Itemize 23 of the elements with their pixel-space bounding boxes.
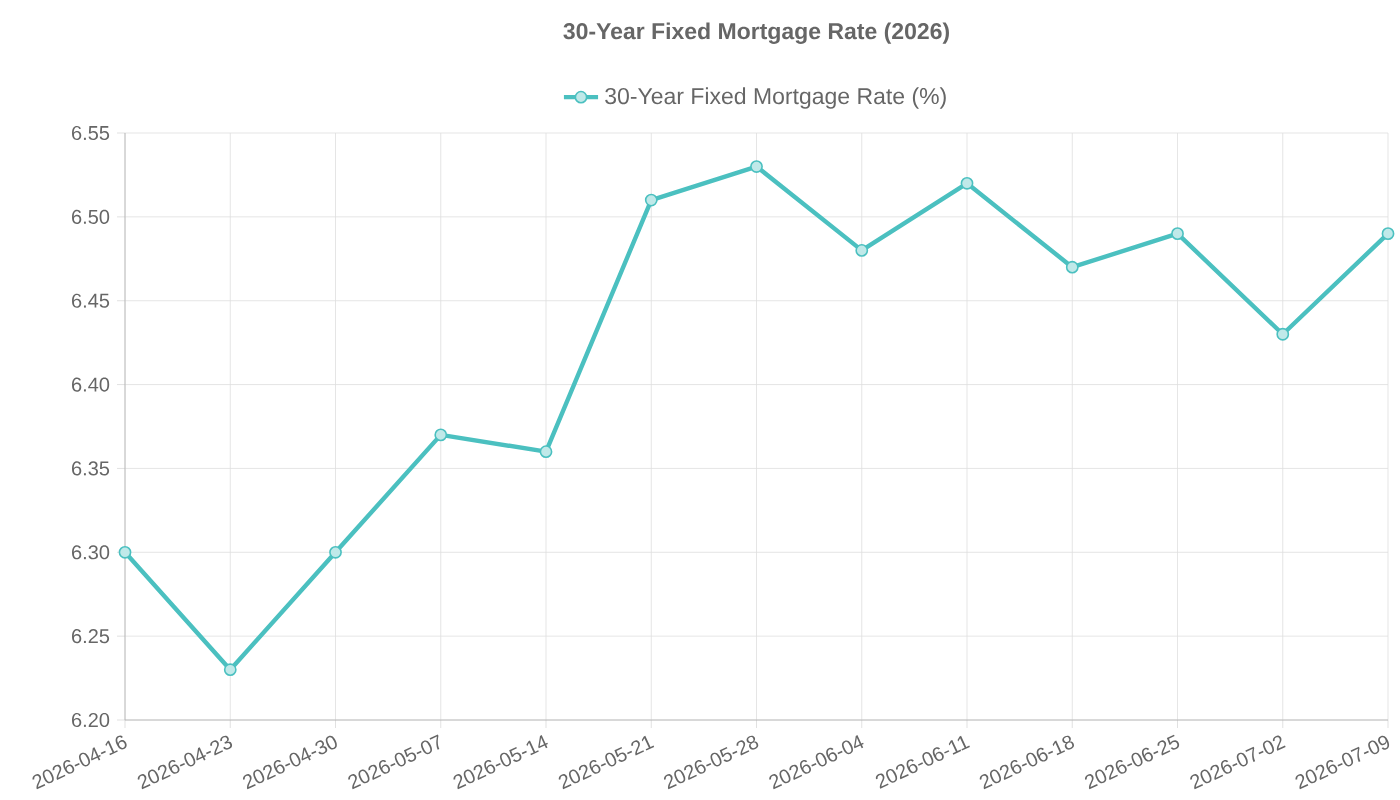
point (750, 160, 763, 173)
y-tick-label: 6.40 (72, 377, 110, 392)
point (1381, 227, 1395, 241)
y-tick-label: 6.35 (72, 461, 110, 476)
point (223, 663, 237, 677)
point (1065, 260, 1079, 274)
y-tick-label: 6.25 (72, 629, 110, 644)
y-tick-label: 6.30 (72, 545, 110, 560)
y-tick-label: 6.50 (72, 209, 110, 224)
y-tick-label: 6.45 (72, 293, 110, 308)
legend-label: 30-Year Fixed Mortgage Rate (%) (605, 87, 946, 109)
point (539, 445, 553, 459)
point (434, 428, 448, 442)
y-tick-label: 6.55 (72, 125, 110, 141)
point (1171, 227, 1184, 241)
point (118, 545, 132, 559)
chart-title: 30-Year Fixed Mortgage Rate (2026) (563, 22, 949, 44)
point (1276, 327, 1290, 341)
point (855, 244, 869, 257)
point (960, 176, 974, 190)
point (329, 545, 342, 559)
y-tick-label: 6.20 (72, 712, 110, 728)
point (644, 193, 658, 207)
